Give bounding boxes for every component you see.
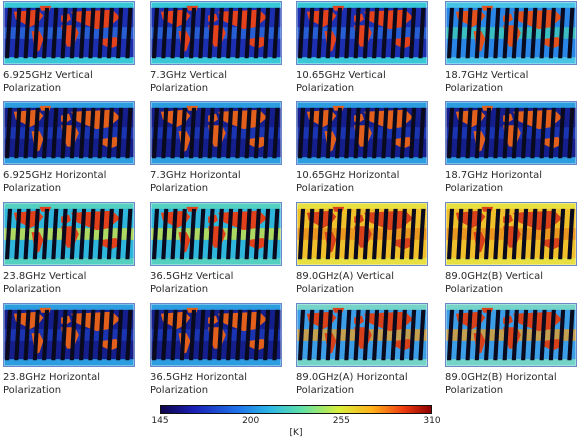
brightness-temperature-map: [445, 202, 577, 266]
map-caption: 89.0GHz(A) Horizontal Polarization: [296, 372, 408, 396]
world-map-graphic: [446, 304, 576, 366]
colorbar-tick-label: 200: [242, 416, 260, 426]
brightness-temperature-map: [3, 303, 135, 367]
world-map-graphic: [297, 102, 427, 164]
world-map-graphic: [151, 304, 281, 366]
world-map-graphic: [446, 102, 576, 164]
map-caption: 23.8GHz Horizontal Polarization: [3, 372, 101, 396]
colorbar-unit-label: [K]: [289, 428, 303, 438]
brightness-temperature-map: [296, 1, 428, 65]
map-caption: 36.5GHz Horizontal Polarization: [150, 372, 248, 396]
brightness-temperature-map: [296, 101, 428, 165]
map-caption: 18.7GHz Horizontal Polarization: [445, 170, 543, 194]
world-map-graphic: [151, 203, 281, 265]
brightness-temperature-map: [445, 101, 577, 165]
brightness-temperature-map: [150, 101, 282, 165]
world-map-graphic: [297, 2, 427, 64]
world-map-graphic: [4, 102, 134, 164]
world-map-graphic: [297, 203, 427, 265]
world-map-graphic: [4, 304, 134, 366]
world-map-graphic: [297, 304, 427, 366]
world-map-graphic: [446, 203, 576, 265]
colorbar-tick-label: 310: [423, 416, 441, 426]
map-caption: 89.0GHz(A) Vertical Polarization: [296, 271, 395, 295]
map-caption: 23.8GHz Vertical Polarization: [3, 271, 87, 295]
map-caption: 89.0GHz(B) Horizontal Polarization: [445, 372, 557, 396]
map-caption: 36.5GHz Vertical Polarization: [150, 271, 234, 295]
brightness-temperature-map: [150, 1, 282, 65]
brightness-temperature-map: [150, 303, 282, 367]
brightness-temperature-map: [150, 202, 282, 266]
colorbar-tick-label: 145: [151, 416, 169, 426]
brightness-temperature-map: [3, 1, 135, 65]
map-caption: 10.65GHz Vertical Polarization: [296, 70, 386, 94]
colorbar-gradient: [160, 405, 432, 414]
map-caption: 7.3GHz Horizontal Polarization: [150, 170, 241, 194]
brightness-temperature-map: [296, 303, 428, 367]
brightness-temperature-map: [445, 1, 577, 65]
brightness-temperature-map: [296, 202, 428, 266]
map-caption: 10.65GHz Horizontal Polarization: [296, 170, 400, 194]
brightness-temperature-map: [445, 303, 577, 367]
colorbar-tick-label: 255: [332, 416, 350, 426]
map-caption: 6.925GHz Vertical Polarization: [3, 70, 93, 94]
world-map-graphic: [4, 203, 134, 265]
world-map-graphic: [151, 2, 281, 64]
world-map-graphic: [4, 2, 134, 64]
map-caption: 7.3GHz Vertical Polarization: [150, 70, 228, 94]
map-caption: 18.7GHz Vertical Polarization: [445, 70, 529, 94]
map-caption: 6.925GHz Horizontal Polarization: [3, 170, 107, 194]
brightness-temperature-map-grid: 6.925GHz Vertical Polarization 7.3GHz Ver…: [3, 1, 577, 396]
colorbar: 145 200 255 310 [K]: [151, 405, 441, 440]
brightness-temperature-map: [3, 202, 135, 266]
brightness-temperature-map: [3, 101, 135, 165]
world-map-graphic: [151, 102, 281, 164]
world-map-graphic: [446, 2, 576, 64]
map-caption: 89.0GHz(B) Vertical Polarization: [445, 271, 544, 295]
